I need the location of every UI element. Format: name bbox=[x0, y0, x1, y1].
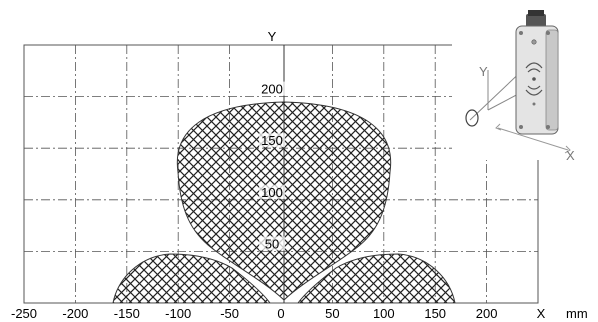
x-tick-label: 50 bbox=[325, 306, 339, 321]
coil-ring-icon bbox=[465, 109, 479, 127]
inset-x-label: X bbox=[566, 148, 575, 163]
x-tick-label: -200 bbox=[62, 306, 88, 321]
x-tick-labels: -250 -200 -150 -100 -50 0 50 100 150 200 bbox=[11, 306, 497, 321]
x-tick-label: 0 bbox=[277, 306, 284, 321]
y-tick-labels: 200 150 100 50 bbox=[259, 81, 285, 251]
read-field-right-lobe bbox=[297, 253, 456, 303]
y-tick-label: 200 bbox=[261, 82, 283, 97]
x-tick-label: -150 bbox=[114, 306, 140, 321]
read-field-left-lobe bbox=[112, 253, 271, 303]
x-tick-label: 150 bbox=[424, 306, 446, 321]
y-tick-label-background bbox=[259, 81, 285, 96]
x-tick-label: 100 bbox=[373, 306, 395, 321]
y-tick-label: 150 bbox=[261, 133, 283, 148]
y-axis-name: Y bbox=[268, 29, 277, 44]
device-inset: Y X bbox=[452, 10, 598, 163]
y-tick-label: 50 bbox=[265, 236, 279, 251]
unit-label: mm bbox=[566, 306, 588, 321]
y-tick-label-background bbox=[259, 184, 285, 199]
read-field bbox=[112, 101, 456, 303]
reader-device-icon bbox=[515, 10, 559, 135]
x-axis-name: X bbox=[537, 306, 546, 321]
y-tick-label-background bbox=[259, 236, 285, 251]
x-tick-label: -250 bbox=[11, 306, 37, 321]
x-tick-label: -50 bbox=[220, 306, 239, 321]
inset-y-label: Y bbox=[479, 64, 488, 79]
y-tick-label-background bbox=[259, 133, 285, 148]
y-tick-label: 100 bbox=[261, 185, 283, 200]
x-tick-label: -100 bbox=[165, 306, 191, 321]
x-tick-label: 200 bbox=[476, 306, 498, 321]
plot-frame bbox=[23, 44, 539, 304]
read-field-main-lobe bbox=[176, 101, 392, 301]
